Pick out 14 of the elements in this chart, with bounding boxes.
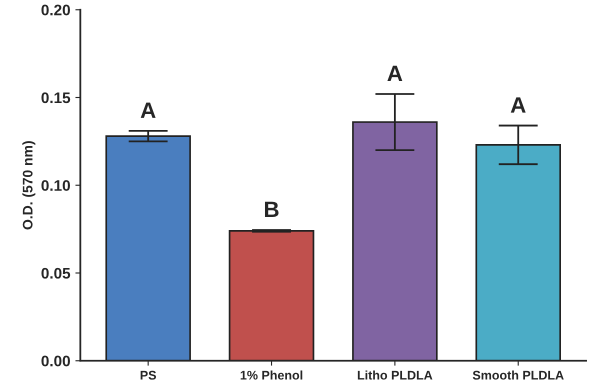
y-tick-label: 0.00: [41, 356, 70, 366]
x-tick-label: 1% Phenol: [240, 370, 302, 380]
x-tick-label: PS: [140, 370, 156, 380]
y-tick-label: 0.15: [41, 92, 70, 104]
annotation: A: [387, 66, 402, 82]
y-tick-label: 0.20: [41, 4, 70, 16]
x-tick-label: Litho PLDLA: [358, 370, 432, 380]
annotation: A: [140, 102, 156, 118]
x-tick-label: Smooth PLDLA: [472, 370, 564, 380]
y-tick-label: 0.10: [41, 180, 70, 191]
annotation: A: [510, 97, 526, 113]
annotation: B: [264, 202, 279, 218]
y-tick-label: 0.05: [41, 268, 70, 279]
y-axis-title: O.D. (570 nm): [22, 141, 36, 230]
